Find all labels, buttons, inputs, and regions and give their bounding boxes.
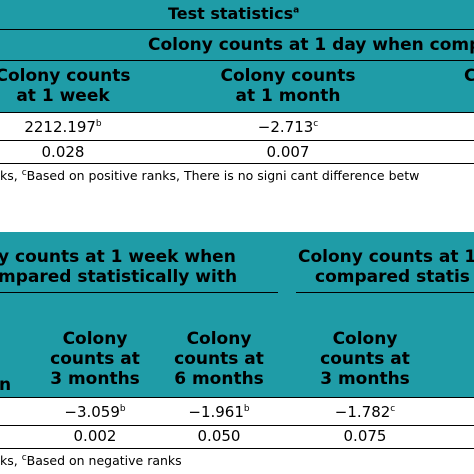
table2-col-3months-header: Colony counts at 3 months [50, 329, 140, 389]
table2-group2-header: Colony counts at 1 compared statis [298, 247, 474, 287]
table1-col-week-header: Colony counts at 1 week [0, 66, 131, 106]
table2-3months-b-p: 0.075 [343, 427, 387, 445]
table1-bottom-rule [0, 163, 474, 164]
table1-group-header: Colony counts at 1 day when comp [148, 35, 474, 55]
table1-week-p: 0.028 [41, 143, 85, 161]
table2-group1-rule [0, 292, 278, 293]
table1-header-bottom-rule [0, 112, 474, 113]
table2-col-6months-header: Colony counts at 6 months [174, 329, 264, 389]
table2-group1-header: y counts at 1 week when mpared statistic… [0, 247, 238, 287]
table2-3months-value: −3.059b [64, 403, 126, 421]
table1-title: Test statisticsa [168, 4, 300, 23]
table1-col-month-header: Colony counts at 1 month [220, 66, 356, 106]
table2-3months-p: 0.002 [73, 427, 117, 445]
table2-6months-p: 0.050 [197, 427, 241, 445]
table2-header-bottom-rule [0, 397, 474, 398]
table2-bottom-rule [0, 448, 474, 449]
table2-header-band [0, 232, 474, 397]
table1-header-band [0, 0, 474, 112]
table1-row-rule [0, 140, 474, 141]
table2-6months-value: −1.961b [188, 403, 250, 421]
table1-group-rule [0, 60, 474, 61]
table2-footnote: ks, cBased on negative ranks [0, 452, 182, 468]
table1-week-value: 2212.197b [24, 118, 102, 136]
table1-month-p: 0.007 [266, 143, 310, 161]
table2-partial-col-header: n [0, 375, 12, 395]
table1-col-partial-header: C [464, 66, 474, 86]
table2-group2-rule [296, 292, 474, 293]
table1-footnote: ks, cBased on positive ranks, There is n… [0, 167, 420, 183]
table2-3months-b-value: −1.782c [334, 403, 396, 421]
table2-col-3months-b-header: Colony counts at 3 months [320, 329, 410, 389]
table1-title-rule [0, 29, 474, 30]
table1-month-value: −2.713c [257, 118, 319, 136]
table2-row-rule [0, 425, 474, 426]
